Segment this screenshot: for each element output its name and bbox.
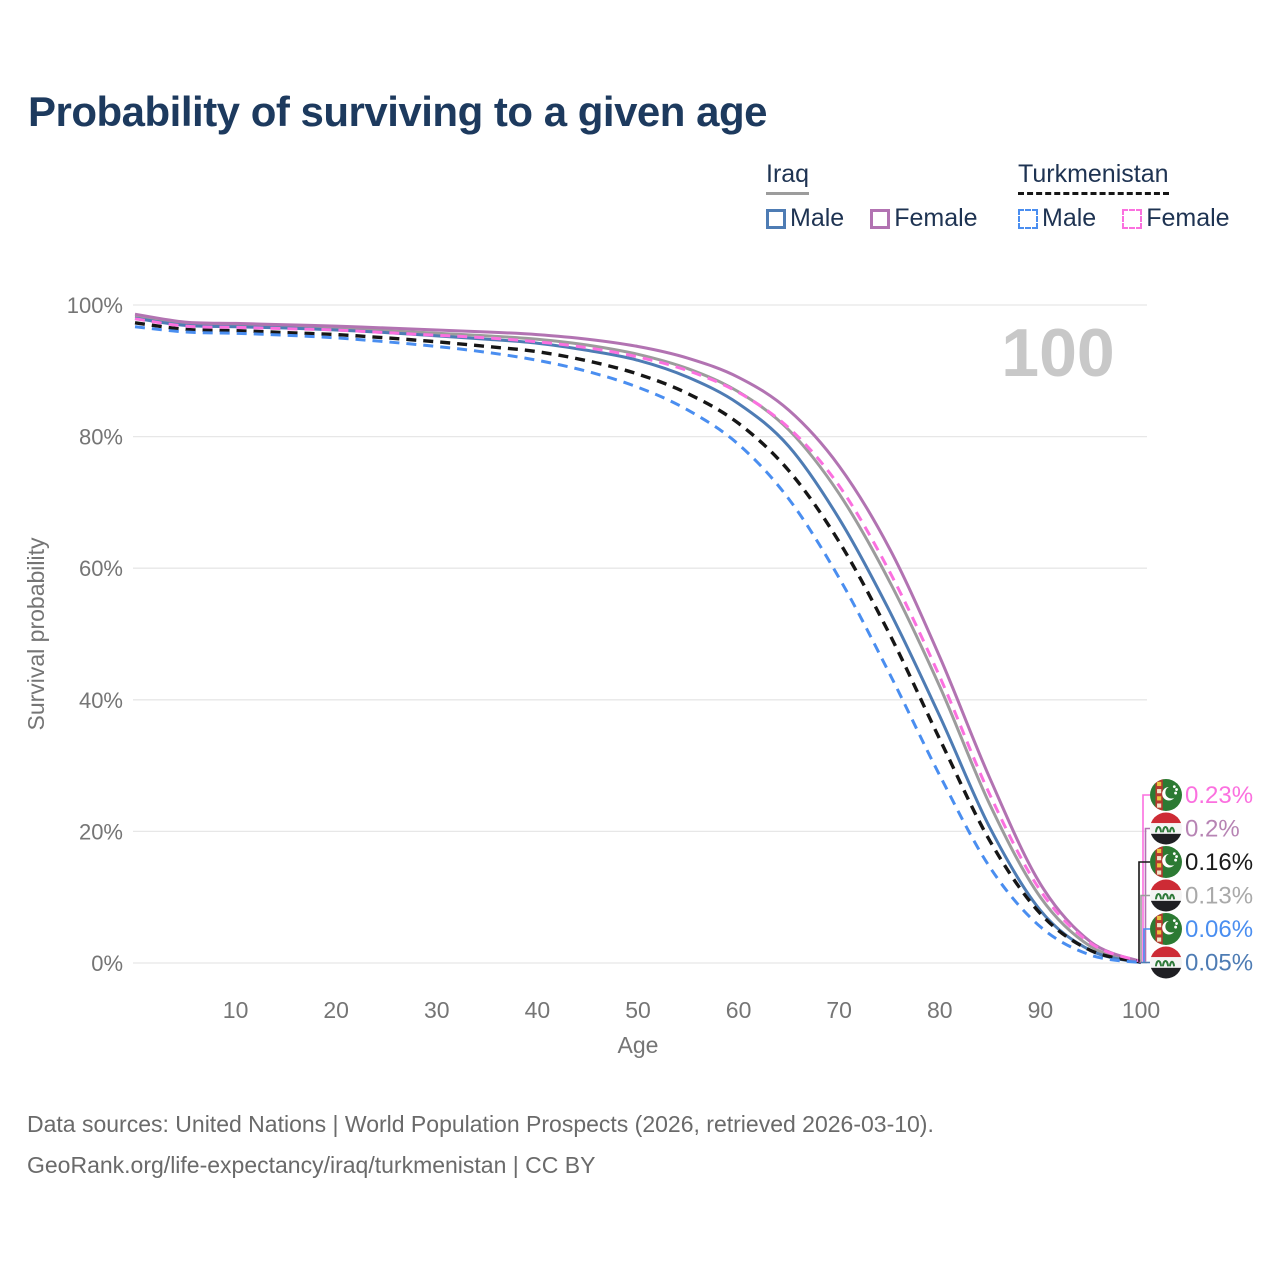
end-value-iraq-female: 0.2% — [1185, 816, 1240, 843]
leader-line-tm-female — [1142, 794, 1150, 962]
end-value-tm-female: 0.23% — [1185, 782, 1253, 809]
turkmenistan-flag-icon — [1150, 846, 1182, 878]
legend-label-iraq-male: Male — [790, 204, 845, 232]
legend-label-iraq-female: Female — [894, 204, 978, 232]
turkmenistan-male-swatch-icon — [1018, 208, 1038, 229]
y-axis-ticks: 0% 20% 40% 60% 80% 100% — [67, 293, 123, 976]
end-value-iraq-male: 0.05% — [1185, 950, 1253, 977]
y-tick-label-40%: 40% — [79, 688, 123, 713]
footer: Data sources: United Nations | World Pop… — [27, 1104, 934, 1186]
leader-line-tm-both — [1138, 861, 1150, 962]
x-tick-label-90: 90 — [1028, 997, 1054, 1023]
end-labels: 0.23% 0.2% 0.16% 0.13% 0.06% 0.05% — [1138, 779, 1253, 979]
turkmenistan-flag-icon — [1150, 779, 1182, 811]
end-value-tm-male: 0.06% — [1185, 916, 1253, 943]
x-tick-label-70: 70 — [826, 997, 852, 1023]
x-tick-label-50: 50 — [625, 997, 651, 1023]
legend-group-turkmenistan: Turkmenistan Male Female — [1018, 160, 1230, 233]
age-counter-watermark: 100 — [1001, 315, 1114, 391]
x-tick-label-20: 20 — [323, 997, 349, 1023]
series-line-iraq-both — [134, 314, 1142, 964]
legend-item-turkmenistan-male[interactable]: Male — [1018, 204, 1096, 233]
legend-country-iraq[interactable]: Iraq — [766, 160, 810, 195]
x-tick-label-60: 60 — [726, 997, 752, 1023]
x-tick-label-10: 10 — [223, 997, 249, 1023]
iraq-female-swatch-icon — [870, 208, 891, 229]
series-line-iraq-male — [134, 316, 1142, 965]
gridlines — [133, 304, 1147, 964]
attribution-line: GeoRank.org/life-expectancy/iraq/turkmen… — [27, 1152, 596, 1178]
series-line-iraq-female — [134, 312, 1142, 964]
iraq-flag-icon — [1150, 812, 1182, 845]
turkmenistan-flag-icon — [1150, 913, 1182, 945]
leader-line-iraq-both — [1140, 894, 1150, 963]
x-tick-label-100: 100 — [1122, 997, 1160, 1023]
legend: Iraq Male Female Turkmenistan Male — [0, 160, 1280, 250]
x-axis-ticks: 10 20 30 40 50 60 70 80 90 100 — [223, 997, 1160, 1023]
x-axis-label: Age — [618, 1032, 659, 1058]
y-axis-label: Survival probability — [23, 537, 49, 731]
page-title: Probability of surviving to a given age — [28, 88, 767, 135]
leader-line-tm-male — [1143, 928, 1150, 963]
legend-group-iraq: Iraq Male Female — [766, 160, 978, 233]
legend-item-turkmenistan-female[interactable]: Female — [1122, 204, 1230, 233]
leader-line-iraq-female — [1144, 827, 1150, 962]
y-tick-label-100%: 100% — [67, 293, 123, 318]
legend-country-turkmenistan[interactable]: Turkmenistan — [1018, 160, 1169, 195]
legend-item-iraq-male[interactable]: Male — [766, 204, 844, 233]
series-line-tm-female — [134, 317, 1142, 963]
y-tick-label-60%: 60% — [79, 556, 123, 581]
data-sources-line: Data sources: United Nations | World Pop… — [27, 1111, 934, 1137]
end-value-tm-both: 0.16% — [1185, 849, 1253, 876]
series-lines — [134, 312, 1142, 965]
legend-label-turkmenistan-male: Male — [1042, 204, 1097, 232]
iraq-flag-icon — [1150, 946, 1182, 979]
end-value-iraq-both: 0.13% — [1185, 883, 1253, 910]
y-tick-label-20%: 20% — [79, 819, 123, 844]
series-line-tm-male — [134, 325, 1142, 965]
series-line-tm-both — [134, 321, 1142, 964]
legend-items-iraq: Male Female — [766, 204, 978, 233]
legend-items-turkmenistan: Male Female — [1018, 204, 1230, 233]
x-tick-label-40: 40 — [525, 997, 551, 1023]
x-tick-label-30: 30 — [424, 997, 450, 1023]
x-tick-label-80: 80 — [927, 997, 953, 1023]
iraq-male-swatch-icon — [766, 208, 786, 229]
y-tick-label-0%: 0% — [91, 951, 123, 976]
legend-label-turkmenistan-female: Female — [1146, 204, 1230, 232]
y-tick-label-80%: 80% — [79, 425, 123, 450]
iraq-flag-icon — [1150, 879, 1182, 912]
legend-item-iraq-female[interactable]: Female — [870, 204, 978, 233]
turkmenistan-female-swatch-icon — [1122, 208, 1143, 229]
